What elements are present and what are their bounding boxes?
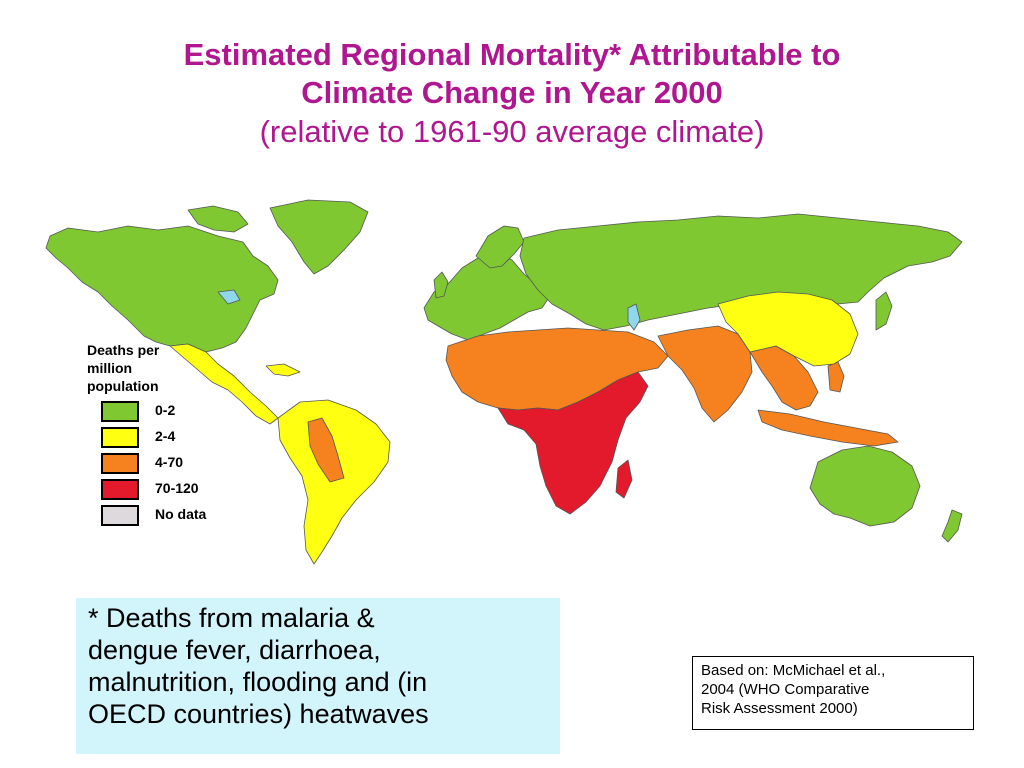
legend-item: 2-4 xyxy=(87,427,227,453)
world-map xyxy=(38,196,992,572)
legend-item: 0-2 xyxy=(87,401,227,427)
slide-title: Estimated Regional Mortality* Attributab… xyxy=(0,36,1024,152)
footnote-line-3: malnutrition, flooding and (in xyxy=(88,667,428,697)
region-arctic-islands xyxy=(187,205,249,233)
legend-label: 2-4 xyxy=(155,428,176,444)
region-sub-saharan-africa xyxy=(497,371,649,515)
subtitle: (relative to 1961-90 average climate) xyxy=(259,114,765,149)
title-line-2: Climate Change in Year 2000 xyxy=(301,75,723,110)
region-mexico-central-america xyxy=(169,343,279,425)
source-line-3: Risk Assessment 2000) xyxy=(701,700,858,717)
legend: Deaths per million population 0-2 2-4 4-… xyxy=(87,341,227,531)
legend-swatch xyxy=(101,479,139,500)
region-philippines xyxy=(827,361,845,393)
legend-swatch xyxy=(101,427,139,448)
legend-title-line-1: Deaths per xyxy=(87,342,160,358)
legend-label: 0-2 xyxy=(155,402,176,418)
region-scandinavia xyxy=(475,225,525,269)
source-line-2: 2004 (WHO Comparative xyxy=(701,681,870,698)
region-china xyxy=(717,291,859,367)
footnote-line-4: OECD countries) heatwaves xyxy=(88,699,429,729)
legend-label: No data xyxy=(155,506,207,522)
region-south-america xyxy=(277,399,391,565)
legend-swatch xyxy=(101,505,139,526)
footnote-box: * Deaths from malaria & dengue fever, di… xyxy=(76,598,560,754)
region-south-america-inner xyxy=(307,417,345,483)
legend-label: 4-70 xyxy=(155,454,184,470)
legend-swatch xyxy=(101,401,139,422)
region-japan xyxy=(875,291,893,331)
region-europe xyxy=(423,251,551,341)
great-lakes xyxy=(217,289,241,305)
region-caribbean xyxy=(265,363,301,377)
source-citation-box: Based on: McMichael et al., 2004 (WHO Co… xyxy=(692,656,974,730)
region-uk xyxy=(433,271,449,299)
source-line-1: Based on: McMichael et al., xyxy=(701,662,886,679)
region-madagascar xyxy=(615,459,633,499)
legend-label: 70-120 xyxy=(155,480,199,496)
footnote-line-2: dengue fever, diarrhoea, xyxy=(88,635,381,665)
legend-item: 4-70 xyxy=(87,453,227,479)
region-australia xyxy=(809,445,921,527)
legend-swatch xyxy=(101,453,139,474)
region-greenland xyxy=(269,199,369,275)
title-line-1: Estimated Regional Mortality* Attributab… xyxy=(183,37,841,72)
footnote-line-1: * Deaths from malaria & xyxy=(88,603,375,633)
region-russia-central-asia xyxy=(519,213,963,331)
region-indonesia xyxy=(757,409,899,447)
region-new-zealand xyxy=(941,509,963,543)
legend-item: No data xyxy=(87,505,227,531)
legend-item: 70-120 xyxy=(87,479,227,505)
caspian-sea xyxy=(627,303,641,331)
legend-title-line-3: population xyxy=(87,378,159,394)
region-south-asia xyxy=(657,325,753,423)
region-north-america xyxy=(45,225,279,353)
legend-title-line-2: million xyxy=(87,360,133,376)
